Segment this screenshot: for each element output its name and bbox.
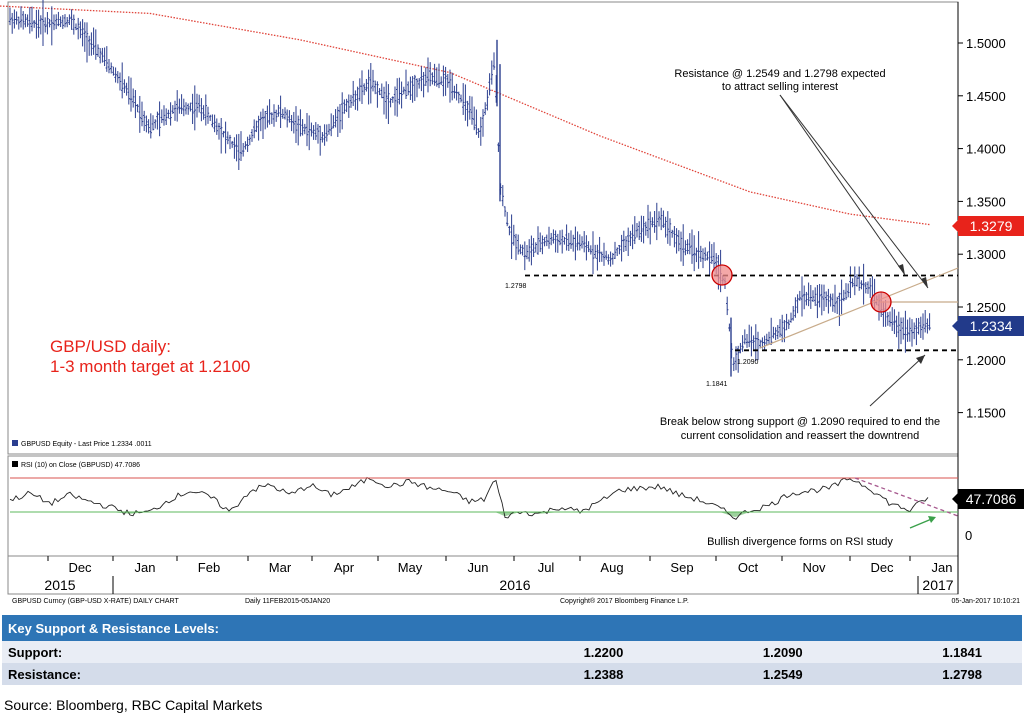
x-month-label: Dec bbox=[870, 560, 894, 575]
y-axis: 1.1500 1.2000 1.2500 1.3000 1.3500 1.4000 1.45… bbox=[958, 36, 1006, 421]
resistance-arrow-2 bbox=[779, 94, 929, 289]
level-lines bbox=[525, 274, 958, 352]
ma-value-tag: 1.3279 bbox=[952, 216, 1024, 236]
price-legend: GBPUSD Equity - Last Price 1.2334 .0011 bbox=[12, 440, 152, 448]
y-tick-label: 1.1500 bbox=[966, 406, 1006, 421]
footer-mid: Daily 11FEB2015-05JAN20 bbox=[245, 598, 330, 605]
y-tick-label: 1.2000 bbox=[966, 353, 1006, 368]
x-month-label: Sep bbox=[670, 560, 693, 575]
y-tick-label: 1.5000 bbox=[966, 36, 1006, 51]
x-month-label: Jan bbox=[135, 560, 156, 575]
x-year-label: 2016 bbox=[499, 577, 530, 593]
y-tick-label: 1.4000 bbox=[966, 142, 1006, 157]
resistance-break-circle bbox=[711, 264, 733, 286]
support-note-line-2: current consolidation and reassert the d… bbox=[681, 430, 919, 442]
x-year-label: 2015 bbox=[44, 577, 75, 593]
chart-title: GBP/USD daily: bbox=[50, 337, 171, 356]
table-row: Support: 1.2200 1.2090 1.1841 bbox=[2, 641, 1022, 663]
x-month-label: May bbox=[398, 560, 423, 575]
y-tick-label: 1.3500 bbox=[966, 194, 1006, 209]
svg-text:1.2798: 1.2798 bbox=[505, 283, 527, 290]
x-month-label: Dec bbox=[68, 560, 92, 575]
x-month-label: Jan bbox=[932, 560, 953, 575]
rsi-panel-frame bbox=[7, 455, 959, 557]
price-legend-text: GBPUSD Equity - Last Price 1.2334 .0011 bbox=[21, 441, 152, 448]
resistance-arrow-1 bbox=[779, 94, 906, 276]
chart-svg: 1.1500 1.2000 1.2500 1.3000 1.3500 1.4000 1.45… bbox=[0, 0, 1024, 605]
svg-text:1.1841: 1.1841 bbox=[706, 381, 728, 388]
x-month-label: Nov bbox=[802, 560, 826, 575]
x-year-label: 2017 bbox=[922, 577, 953, 593]
price-panel-frame bbox=[7, 1, 959, 455]
rsi-divergence-line bbox=[854, 477, 959, 517]
svg-text:47.7086: 47.7086 bbox=[966, 491, 1017, 507]
y-tick-label: 1.3000 bbox=[966, 247, 1006, 262]
x-month-label: Mar bbox=[269, 560, 292, 575]
support-arrow bbox=[869, 354, 926, 407]
support-note-line-1: Break below strong support @ 1.2090 requ… bbox=[660, 416, 940, 428]
source-note: Source: Bloomberg, RBC Capital Markets bbox=[4, 697, 263, 713]
footer-copyright: Copyright® 2017 Bloomberg Finance L.P. bbox=[560, 597, 689, 605]
levels-table-title: Key Support & Resistance Levels: bbox=[2, 615, 1022, 641]
footer-right: 05-Jan-2017 10:10:21 bbox=[952, 598, 1021, 605]
levels-table-header: Key Support & Resistance Levels: bbox=[2, 615, 1022, 641]
levels-table: Key Support & Resistance Levels: Support… bbox=[2, 615, 1022, 685]
table-row: Resistance: 1.2388 1.2549 1.2798 bbox=[2, 663, 1022, 685]
rsi-annotation: Bullish divergence forms on RSI study bbox=[707, 536, 893, 548]
rsi-legend: RSI (10) on Close (GBPUSD) 47.7086 bbox=[12, 461, 140, 469]
rsi-value-tag: 47.7086 bbox=[952, 489, 1024, 509]
resistance-note-line-1: Resistance @ 1.2549 and 1.2798 expected bbox=[674, 68, 885, 80]
y-tick-label: 1.4500 bbox=[966, 89, 1006, 104]
rsi-legend-text: RSI (10) on Close (GBPUSD) 47.7086 bbox=[21, 462, 140, 469]
svg-text:1.2334: 1.2334 bbox=[970, 318, 1013, 334]
x-axis: Dec Jan Feb Mar Apr May Jun Jul Aug Sep Oct Nov Dec J… bbox=[44, 556, 954, 594]
x-month-label: Feb bbox=[198, 560, 220, 575]
rsi-zero-tick: 0 bbox=[965, 528, 972, 543]
x-month-label: Oct bbox=[738, 560, 759, 575]
x-month-label: Apr bbox=[334, 560, 355, 575]
chart-subtitle: 1-3 month target at 1.2100 bbox=[50, 357, 250, 376]
moving-average-line bbox=[0, 5, 931, 226]
price-level-labels: 1.2798 1.2090 1.1841 bbox=[505, 283, 759, 388]
x-month-label: Jul bbox=[538, 560, 555, 575]
rsi-series bbox=[9, 476, 930, 520]
footer-left: GBPUSD Curncy (GBP-USD X-RATE) DAILY CHA… bbox=[12, 598, 179, 605]
resistance-test-circle bbox=[870, 291, 892, 313]
x-month-label: Aug bbox=[600, 560, 623, 575]
moving-average bbox=[0, 5, 931, 226]
svg-text:1.2090: 1.2090 bbox=[737, 359, 759, 366]
rsi-line bbox=[9, 476, 929, 520]
y-tick-label: 1.2500 bbox=[966, 300, 1006, 315]
resistance-note-line-2: to attract selling interest bbox=[722, 81, 838, 93]
xaxis-frame bbox=[7, 555, 959, 595]
last-price-tag: 1.2334 bbox=[952, 316, 1024, 336]
svg-text:1.3279: 1.3279 bbox=[970, 218, 1013, 234]
x-month-label: Jun bbox=[468, 560, 489, 575]
